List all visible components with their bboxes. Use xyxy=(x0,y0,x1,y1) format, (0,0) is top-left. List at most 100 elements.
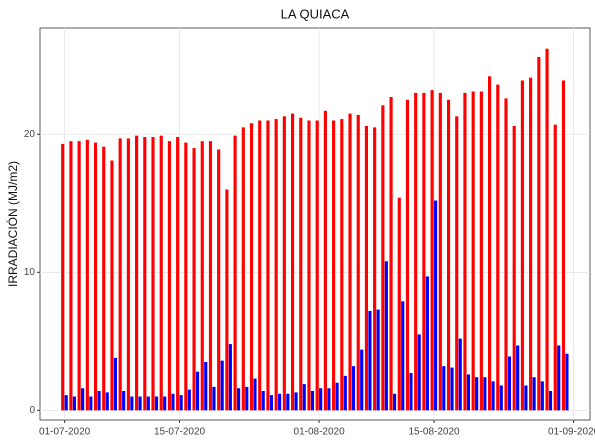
bar xyxy=(475,377,479,411)
bar xyxy=(212,386,216,411)
bar xyxy=(327,388,331,411)
bar xyxy=(241,127,245,411)
y-tick-label: 10 xyxy=(24,267,36,278)
bar xyxy=(245,386,249,411)
bar xyxy=(360,349,364,411)
bar xyxy=(434,200,438,411)
bar xyxy=(122,391,126,411)
bar xyxy=(310,391,315,411)
bar xyxy=(258,120,262,411)
bar xyxy=(253,378,257,411)
bar xyxy=(340,119,344,411)
bar xyxy=(146,396,150,411)
bar xyxy=(208,141,213,411)
bar xyxy=(381,105,385,411)
bar xyxy=(294,392,298,411)
bar xyxy=(269,395,273,411)
bar xyxy=(138,396,142,411)
bar xyxy=(409,373,413,411)
bar xyxy=(126,138,130,411)
bar xyxy=(159,135,163,411)
bar xyxy=(233,135,237,411)
bar xyxy=(425,276,429,411)
bar xyxy=(282,116,286,411)
bar xyxy=(171,393,175,411)
bar xyxy=(195,371,200,411)
bar xyxy=(176,137,180,411)
bar xyxy=(179,395,183,411)
y-tick-label: 20 xyxy=(24,129,36,140)
bar xyxy=(77,141,81,411)
bar xyxy=(471,91,475,411)
bar xyxy=(299,117,303,411)
bar xyxy=(130,396,134,411)
bar xyxy=(187,389,191,411)
bar xyxy=(143,137,147,411)
bar xyxy=(520,80,524,411)
bar xyxy=(376,309,380,411)
bar xyxy=(455,116,459,411)
bar xyxy=(61,143,65,411)
bar xyxy=(323,110,327,411)
x-tick-label: 15-07-2020 xyxy=(154,427,206,438)
x-tick-label: 15-08-2020 xyxy=(408,427,460,438)
bar xyxy=(81,388,85,411)
bar xyxy=(516,345,520,411)
bar xyxy=(446,99,451,411)
bar xyxy=(118,138,122,411)
bar xyxy=(565,353,569,411)
bar xyxy=(200,141,204,411)
bar xyxy=(405,99,410,411)
chart-title: LA QUIACA xyxy=(281,6,350,21)
bar xyxy=(319,388,323,411)
bar xyxy=(286,393,290,411)
bar xyxy=(537,56,541,411)
bar xyxy=(110,160,114,411)
bar xyxy=(496,84,500,411)
bar xyxy=(64,395,68,411)
bar xyxy=(332,120,336,411)
bar xyxy=(499,385,503,411)
bar xyxy=(417,334,421,411)
bar xyxy=(307,120,311,411)
bar xyxy=(507,356,512,411)
bar xyxy=(450,367,454,411)
x-tick-label: 01-07-2020 xyxy=(39,427,91,438)
bar xyxy=(220,360,224,411)
bar xyxy=(488,76,492,411)
bar xyxy=(290,113,295,411)
bar xyxy=(438,92,442,411)
y-axis-label: IRRADIACIÓN (MJ/m2) xyxy=(5,161,20,287)
bar xyxy=(414,92,418,411)
bar xyxy=(237,388,241,411)
bar xyxy=(512,126,516,411)
bar xyxy=(249,123,254,411)
bar xyxy=(113,357,118,411)
bar xyxy=(458,338,462,411)
bar xyxy=(463,92,467,411)
bar xyxy=(184,142,188,411)
bar xyxy=(392,393,397,411)
bar xyxy=(266,120,270,411)
bar xyxy=(540,381,544,411)
bar xyxy=(483,377,487,411)
bar xyxy=(228,344,232,411)
bar xyxy=(557,345,561,411)
bar xyxy=(93,142,98,411)
bar xyxy=(401,301,405,411)
bar xyxy=(524,385,528,411)
bar xyxy=(491,381,495,411)
bar xyxy=(163,396,167,411)
bar xyxy=(72,396,76,411)
bar xyxy=(85,139,89,411)
bar xyxy=(167,141,171,411)
x-tick-label: 01-08-2020 xyxy=(294,427,346,438)
bar xyxy=(389,97,393,411)
bar xyxy=(368,310,372,411)
bar xyxy=(364,126,369,411)
panel xyxy=(39,27,591,421)
bar xyxy=(302,384,306,411)
bar xyxy=(151,137,155,411)
bar xyxy=(192,148,196,411)
